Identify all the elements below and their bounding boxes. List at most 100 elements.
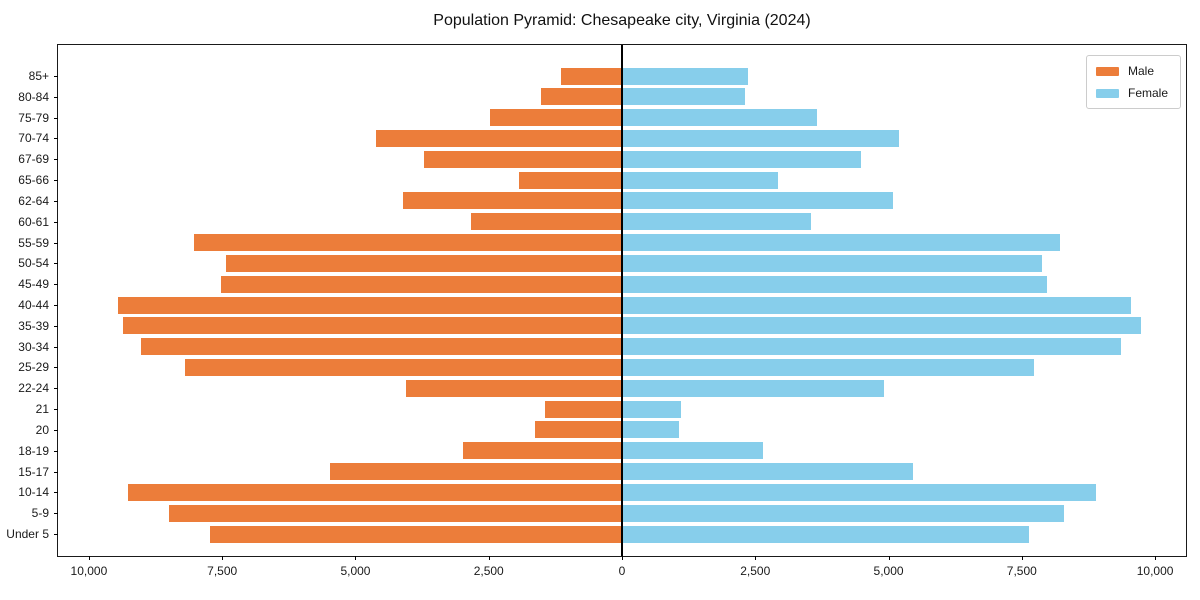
x-axis-label: 10,000 — [70, 564, 108, 578]
y-axis-label: 22-24 — [18, 381, 49, 396]
female-bar — [622, 421, 680, 439]
x-axis-label: 10,000 — [1136, 564, 1174, 578]
plot-area: Male Female 85+ 80-84 75-79 70-74 67-69 65-66… — [6, 44, 1187, 578]
y-axis-label: 35-39 — [18, 318, 49, 333]
male-bar — [221, 275, 622, 293]
x-axis-tick — [1021, 556, 1023, 560]
female-bar — [622, 338, 1122, 356]
y-axis-tick — [54, 367, 58, 369]
male-bar — [534, 421, 622, 439]
male-bar — [406, 379, 622, 397]
male-bar — [540, 88, 622, 106]
male-bar — [375, 129, 622, 147]
y-axis-tick — [54, 242, 58, 244]
y-axis-tick — [54, 159, 58, 161]
legend-male-label: Male — [1127, 64, 1154, 78]
legend-item-female: Female — [1095, 86, 1168, 100]
x-axis-label: 2,500 — [740, 564, 771, 578]
y-axis-tick — [54, 534, 58, 536]
legend: Male Female — [1085, 55, 1181, 109]
female-bar — [622, 483, 1097, 501]
y-axis-tick — [54, 180, 58, 182]
y-axis-tick — [54, 346, 58, 348]
x-axis-label: 5,000 — [340, 564, 371, 578]
male-bar — [117, 296, 622, 314]
y-axis-label: 25-29 — [18, 360, 49, 375]
y-axis-tick — [54, 450, 58, 452]
male-bar — [122, 317, 622, 335]
x-axis-tick — [1155, 556, 1157, 560]
female-bar — [622, 504, 1064, 522]
chart-title: Population Pyramid: Chesapeake city, Vir… — [433, 12, 811, 29]
y-axis-tick — [54, 200, 58, 202]
y-axis-tick — [54, 117, 58, 119]
female-bar — [622, 296, 1131, 314]
female-bar — [622, 171, 778, 189]
y-axis-tick — [54, 388, 58, 390]
x-axis-tick — [888, 556, 890, 560]
male-bar — [140, 338, 622, 356]
x-axis-tick — [88, 556, 90, 560]
male-bar — [194, 234, 622, 252]
x-axis-tick — [622, 556, 623, 560]
y-axis-label: 80-84 — [18, 89, 49, 104]
y-axis-label: 60-61 — [18, 214, 49, 229]
y-axis-label: 85+ — [28, 69, 49, 83]
y-axis-tick — [54, 409, 58, 411]
male-bar — [423, 150, 622, 168]
y-axis-tick — [54, 284, 58, 286]
y-axis-label: 45-49 — [18, 277, 49, 292]
female-bar — [622, 463, 913, 481]
female-bar — [622, 254, 1042, 272]
x-axis-tick — [755, 556, 757, 560]
y-axis-label: 50-54 — [18, 256, 49, 271]
y-axis-tick — [54, 76, 58, 77]
legend-female-label: Female — [1127, 86, 1168, 100]
y-axis-tick — [54, 325, 58, 327]
y-axis-tick — [54, 96, 58, 98]
male-bar — [545, 400, 622, 418]
male-bar — [329, 463, 622, 481]
y-axis-tick — [54, 429, 58, 431]
y-axis-label: 21 — [35, 402, 49, 417]
male-bar — [185, 358, 622, 376]
male-bar — [463, 442, 622, 460]
y-axis-label: 75-79 — [18, 110, 49, 125]
x-axis-label: 7,500 — [207, 564, 238, 578]
female-bar — [622, 275, 1048, 293]
female-bar — [622, 192, 893, 210]
x-axis-label: 5,000 — [873, 564, 904, 578]
x-axis-tick — [355, 556, 357, 560]
y-axis-tick — [54, 471, 58, 473]
x-axis-tick — [488, 556, 490, 560]
y-axis-tick — [54, 263, 58, 265]
y-axis-label: Under 5 — [6, 527, 49, 542]
y-axis-label: 15-17 — [18, 464, 49, 479]
y-axis-label: 67-69 — [18, 152, 49, 167]
female-bar — [622, 67, 749, 85]
legend-female-swatch-icon — [1095, 88, 1119, 98]
x-axis-tick — [222, 556, 224, 560]
y-axis-label: 55-59 — [18, 235, 49, 250]
y-axis-tick — [54, 305, 58, 307]
male-bar — [127, 483, 622, 501]
x-axis-label: 0 — [618, 564, 626, 578]
legend-male-swatch-icon — [1095, 66, 1119, 76]
female-bar — [622, 317, 1141, 335]
y-axis-label: 70-74 — [18, 131, 49, 146]
female-bar — [622, 109, 817, 127]
female-bar — [622, 213, 811, 231]
y-axis-tick — [54, 138, 58, 140]
female-bar — [622, 379, 884, 397]
male-bar — [561, 67, 622, 85]
female-bar — [622, 88, 746, 106]
y-axis-label: 10-14 — [18, 485, 49, 500]
y-axis-label: 5-9 — [31, 506, 49, 521]
female-bar — [622, 234, 1060, 252]
y-axis-tick — [54, 221, 58, 223]
female-bar — [622, 525, 1029, 543]
male-bar — [209, 525, 622, 543]
female-bar — [622, 129, 900, 147]
male-bar — [470, 213, 622, 231]
